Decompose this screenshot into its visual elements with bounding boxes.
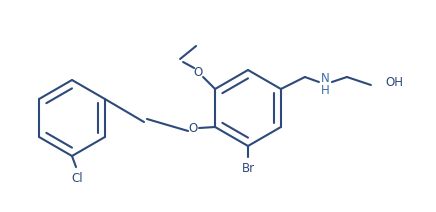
Text: O: O [188, 123, 198, 135]
Text: OH: OH [385, 77, 403, 89]
Text: N
H: N H [320, 73, 329, 98]
Text: O: O [194, 66, 203, 78]
Text: Br: Br [242, 162, 255, 175]
Text: Cl: Cl [71, 172, 83, 185]
